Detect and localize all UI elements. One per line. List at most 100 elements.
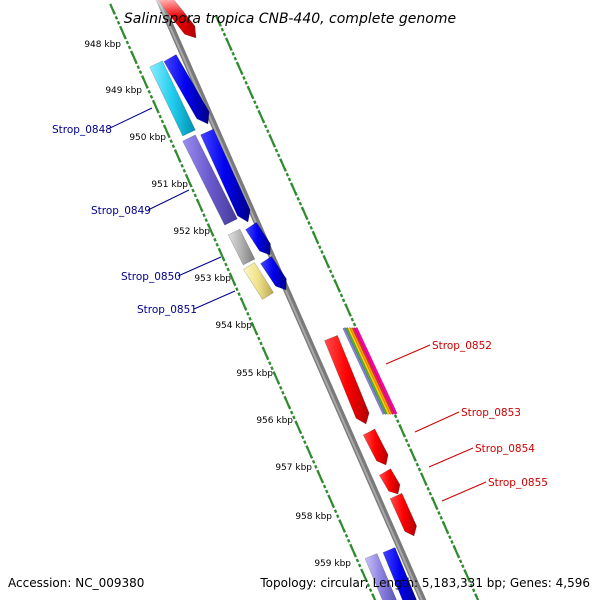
- tick-mark-left: [284, 398, 291, 408]
- tick-mark-right: [240, 71, 244, 76]
- tick-mark-left: [156, 109, 160, 114]
- kbp-label: 956 kbp: [256, 416, 293, 426]
- kbp-label: 955 kbp: [236, 369, 273, 379]
- tick-mark-left: [235, 287, 239, 292]
- tick-mark-left: [200, 208, 204, 213]
- tick-mark-right: [426, 486, 430, 491]
- tick-mark-right: [274, 148, 279, 153]
- tick-mark-right: [244, 80, 248, 85]
- tick-mark-left: [127, 45, 132, 50]
- tick-mark-right: [226, 39, 232, 49]
- tick-mark-right: [320, 250, 324, 254]
- map-title: Salinispora tropica CNB-440, complete ge…: [124, 11, 456, 27]
- tick-mark-left: [191, 188, 195, 193]
- tick-mark-right: [215, 15, 221, 25]
- tick-mark-right: [229, 47, 233, 51]
- tick-mark-right: [326, 264, 331, 269]
- tick-mark-right: [337, 288, 342, 293]
- tick-mark-right: [298, 201, 303, 206]
- gene-features: [140, 0, 417, 600]
- gene-label-strop-0848[interactable]: Strop_0848: [52, 124, 112, 136]
- tick-mark-right: [396, 419, 400, 424]
- gene-feature-blue: [382, 547, 417, 600]
- tick-mark-right: [404, 438, 409, 443]
- tick-mark-right: [312, 232, 319, 243]
- gene-label-strop-0855[interactable]: Strop_0855: [488, 477, 548, 489]
- tick-mark-left: [213, 237, 217, 242]
- tick-mark-right: [341, 298, 346, 303]
- tick-mark-left: [160, 119, 165, 124]
- tick-mark-right: [437, 511, 441, 515]
- tick-mark-right: [393, 414, 398, 419]
- tick-mark-left: [311, 459, 316, 464]
- kbp-label: 954 kbp: [215, 321, 252, 331]
- leader-line-strop-0849: [147, 189, 190, 211]
- tick-mark-left: [262, 348, 269, 358]
- tick-mark-right: [233, 56, 238, 61]
- gene-label-strop-0854[interactable]: Strop_0854: [475, 443, 535, 455]
- tick-mark-left: [372, 595, 377, 600]
- gene-label-strop-0850[interactable]: Strop_0850: [121, 271, 181, 283]
- tick-mark-right: [464, 571, 470, 581]
- tick-mark-left: [125, 40, 130, 45]
- tick-mark-right: [445, 530, 450, 535]
- tick-mark-left: [134, 60, 138, 65]
- tick-mark-right: [287, 177, 292, 182]
- tick-mark-right: [315, 240, 320, 245]
- tick-mark-right: [258, 112, 265, 122]
- tick-mark-left: [185, 176, 192, 186]
- tick-mark-left: [174, 151, 181, 161]
- tick-mark-left: [145, 84, 149, 89]
- tick-mark-left: [300, 435, 305, 440]
- gene-fade: [140, 0, 210, 17]
- tick-mark-left: [298, 430, 303, 435]
- tick-mark-left: [112, 10, 116, 15]
- gene-feature-blue: [163, 54, 210, 125]
- tick-mark-left: [123, 35, 127, 40]
- tick-mark-right: [348, 312, 352, 317]
- tick-mark-left: [292, 415, 296, 420]
- gene-label-strop-0851[interactable]: Strop_0851: [137, 304, 197, 316]
- gene-feature-strop-0852: [324, 335, 370, 425]
- tick-mark-right: [424, 482, 428, 486]
- tick-mark-right: [458, 559, 463, 564]
- tick-mark-right: [450, 540, 454, 544]
- tick-mark-left: [180, 163, 184, 168]
- tick-mark-right: [280, 160, 286, 170]
- gene-label-strop-0849[interactable]: Strop_0849: [91, 205, 151, 217]
- tick-mark-left: [142, 77, 148, 87]
- tick-mark-left: [237, 292, 241, 297]
- gene-feature-stripe: [354, 327, 398, 415]
- tick-mark-left: [336, 514, 340, 519]
- gene-label-strop-0853[interactable]: Strop_0853: [461, 407, 521, 419]
- tick-mark-right: [296, 196, 300, 201]
- tick-mark-right: [331, 274, 335, 279]
- tick-mark-left: [257, 336, 261, 341]
- tick-mark-left: [226, 267, 230, 272]
- tick-mark-left: [279, 385, 283, 390]
- kbp-label: 950 kbp: [129, 133, 166, 143]
- tick-mark-right: [261, 119, 266, 124]
- tick-mark-right: [471, 588, 476, 593]
- tick-mark-right: [291, 184, 297, 194]
- tick-marks: [109, 3, 480, 600]
- gene-feature-strop-0854: [378, 468, 401, 495]
- tick-mark-left: [339, 521, 345, 531]
- gene-feature-strop-0855: [389, 492, 417, 537]
- tick-mark-right: [309, 225, 313, 230]
- tick-mark-left: [131, 52, 137, 62]
- tick-mark-left: [273, 373, 280, 383]
- tick-mark-right: [285, 172, 290, 177]
- tick-mark-left: [344, 533, 349, 538]
- tick-mark-right: [250, 95, 255, 100]
- gene-feature-blue: [245, 221, 271, 256]
- gene-label-strop-0852[interactable]: Strop_0852: [432, 340, 492, 352]
- gene-feature-strop-0848: [149, 60, 196, 137]
- leader-line-strop-0848: [107, 107, 153, 130]
- gene-feature-strop-0850: [227, 228, 256, 266]
- tick-mark-left: [325, 489, 329, 494]
- tick-mark-left: [182, 168, 187, 173]
- tick-mark-left: [254, 331, 259, 336]
- tick-mark-left: [251, 324, 258, 334]
